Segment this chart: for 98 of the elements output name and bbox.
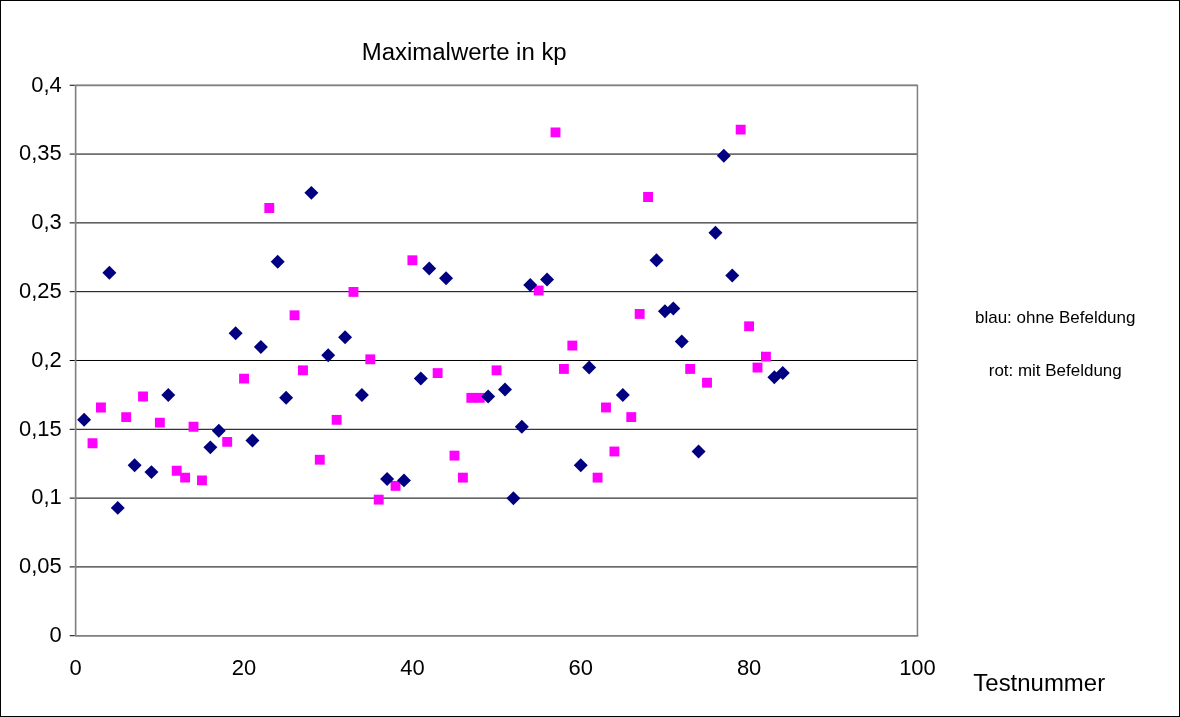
point xyxy=(279,390,294,405)
chart-title: Maximalwerte in kp xyxy=(361,37,567,65)
point xyxy=(121,412,132,423)
text: blau: ohne Befeldung xyxy=(975,307,1136,327)
point xyxy=(154,417,165,428)
point xyxy=(396,473,411,488)
point xyxy=(245,433,260,448)
x-tick-label: 60 xyxy=(568,654,593,680)
point xyxy=(481,389,496,404)
point xyxy=(127,458,142,473)
point xyxy=(498,382,512,397)
point xyxy=(514,419,529,434)
point xyxy=(110,500,125,515)
point xyxy=(144,465,159,480)
point xyxy=(523,278,538,293)
point xyxy=(161,388,176,403)
point xyxy=(222,436,233,447)
point xyxy=(592,472,603,483)
point xyxy=(716,148,731,163)
point xyxy=(674,334,689,349)
point xyxy=(744,321,755,332)
point xyxy=(102,265,117,280)
point xyxy=(96,402,106,413)
y-tick-label: 0,3 xyxy=(31,209,62,235)
point xyxy=(253,339,268,354)
point xyxy=(666,301,681,316)
point xyxy=(197,475,207,486)
point xyxy=(239,373,249,384)
point xyxy=(77,412,92,427)
point xyxy=(685,364,696,374)
y-tick-label: 0,35 xyxy=(18,140,62,166)
point xyxy=(365,354,376,365)
point xyxy=(449,450,460,461)
point xyxy=(380,472,395,486)
y-tick-label: 0,05 xyxy=(18,553,62,579)
x-tick-label: 40 xyxy=(400,654,425,680)
y-tick-label: 0 xyxy=(49,621,62,647)
point xyxy=(348,286,359,297)
point xyxy=(373,494,384,505)
point xyxy=(466,392,477,403)
point xyxy=(270,254,285,269)
point xyxy=(203,440,218,455)
point xyxy=(338,330,353,345)
point xyxy=(180,472,191,483)
text: rot: mit Befeldung xyxy=(988,360,1122,380)
y-tick-label: 0,4 xyxy=(31,71,62,97)
point xyxy=(439,271,454,286)
point xyxy=(760,351,771,362)
point xyxy=(626,412,637,423)
point xyxy=(304,185,319,200)
y-tick-label: 0,2 xyxy=(31,346,62,372)
point xyxy=(573,458,588,473)
point xyxy=(643,192,654,202)
y-tick-label: 0,1 xyxy=(31,484,62,510)
point xyxy=(457,472,468,483)
point xyxy=(567,340,578,351)
point xyxy=(314,454,325,465)
point xyxy=(407,255,418,266)
point xyxy=(725,268,740,283)
point xyxy=(634,308,645,319)
point xyxy=(354,388,369,403)
point xyxy=(540,272,555,287)
point xyxy=(582,360,597,375)
x-tick-label: 100 xyxy=(899,654,936,680)
point xyxy=(702,377,712,388)
x-tick-label: 0 xyxy=(69,654,82,680)
point xyxy=(691,444,706,459)
point xyxy=(649,253,664,268)
point xyxy=(264,203,275,213)
point xyxy=(321,348,336,363)
point xyxy=(609,446,620,457)
point xyxy=(228,326,243,341)
point xyxy=(138,391,148,402)
point xyxy=(491,365,502,376)
point xyxy=(601,402,611,413)
x-tick-label: 80 xyxy=(736,654,762,680)
y-tick-label: 0,15 xyxy=(18,415,62,441)
point xyxy=(211,423,226,438)
point xyxy=(432,368,443,379)
point xyxy=(188,421,199,432)
point xyxy=(615,388,630,403)
point xyxy=(331,414,342,425)
point xyxy=(422,261,437,276)
point xyxy=(735,124,746,135)
x-axis-title: Testnummer xyxy=(973,669,1106,697)
point xyxy=(558,364,569,374)
point xyxy=(298,365,308,376)
y-tick-label: 0,25 xyxy=(18,277,62,303)
point xyxy=(506,491,521,506)
point xyxy=(752,362,763,373)
point xyxy=(775,366,790,381)
point xyxy=(171,465,182,476)
point xyxy=(87,438,98,449)
point xyxy=(708,225,723,240)
point xyxy=(413,371,428,386)
x-tick-label: 20 xyxy=(231,654,257,680)
point xyxy=(550,127,561,138)
point xyxy=(289,310,300,321)
